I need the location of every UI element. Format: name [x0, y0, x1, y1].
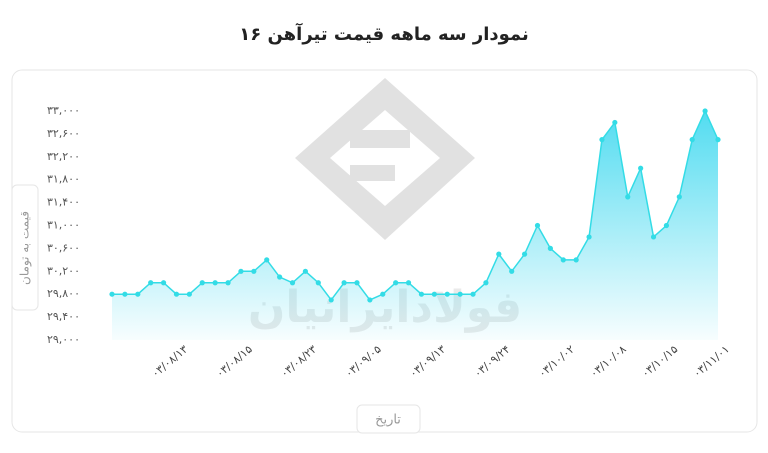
point	[277, 274, 283, 280]
point	[199, 280, 205, 286]
point	[212, 280, 218, 286]
point	[431, 291, 437, 297]
y-tick-label: ۲۹,۸۰۰	[47, 287, 80, 300]
point	[638, 165, 644, 171]
point	[328, 297, 334, 303]
point	[521, 251, 528, 257]
point	[251, 268, 257, 274]
point	[148, 280, 154, 286]
point	[122, 291, 128, 297]
y-tick-label: ۳۰,۲۰۰	[47, 264, 80, 277]
y-axis-label: قیمت به تومان	[18, 211, 33, 285]
y-tick-label: ۳۲,۶۰۰	[47, 127, 80, 140]
point	[444, 291, 450, 297]
point	[289, 280, 296, 286]
point	[393, 280, 399, 286]
y-tick-label: ۳۳,۰۰۰	[47, 104, 80, 117]
point	[302, 268, 309, 274]
point	[264, 257, 270, 263]
point	[534, 222, 541, 229]
logo	[295, 78, 475, 240]
point	[547, 245, 553, 251]
point	[367, 297, 373, 303]
point	[315, 280, 321, 286]
point	[689, 137, 695, 143]
point	[650, 234, 657, 240]
point	[599, 137, 605, 143]
point	[663, 222, 670, 229]
chart-title: نمودار سه ماهه قیمت تیرآهن ۱۶	[239, 22, 529, 45]
point	[560, 257, 566, 263]
y-tick-label: ۳۱,۴۰۰	[47, 196, 80, 209]
point	[625, 194, 631, 200]
y-tick-label: ۳۱,۸۰۰	[47, 173, 80, 186]
point	[418, 291, 425, 297]
y-tick-label: ۲۹,۴۰۰	[47, 310, 80, 323]
point	[676, 194, 682, 200]
point	[380, 291, 386, 297]
point	[160, 280, 167, 286]
point	[586, 234, 592, 240]
point	[238, 268, 244, 274]
point	[457, 291, 463, 297]
point	[470, 291, 476, 297]
y-tick-label: ۳۱,۰۰۰	[47, 219, 80, 232]
point	[509, 268, 515, 274]
point	[186, 291, 192, 297]
point	[173, 291, 180, 297]
point	[341, 280, 347, 286]
y-tick-label: ۲۹,۰۰۰	[47, 333, 80, 346]
point	[612, 119, 618, 126]
point	[496, 251, 502, 257]
y-tick-label: ۳۰,۶۰۰	[47, 241, 80, 254]
point	[109, 291, 115, 297]
point	[135, 291, 141, 297]
point	[225, 280, 231, 286]
point	[573, 257, 579, 263]
point	[483, 280, 489, 286]
area	[112, 111, 718, 340]
x-axis-label: تاریخ	[375, 413, 401, 428]
point	[354, 280, 360, 286]
point	[702, 108, 708, 114]
point	[405, 280, 412, 286]
y-label-box	[11, 184, 39, 311]
x-label-box	[356, 404, 421, 434]
y-tick-label: ۳۲,۲۰۰	[47, 150, 80, 163]
point	[715, 137, 721, 143]
